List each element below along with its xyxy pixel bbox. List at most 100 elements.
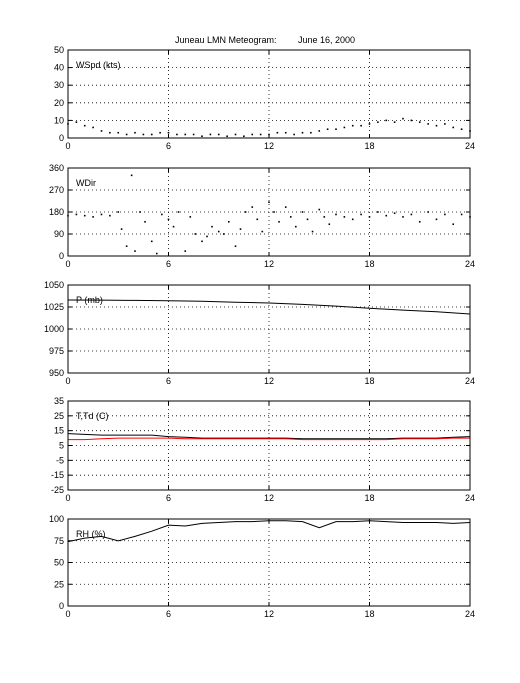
plot-frame	[67, 518, 471, 607]
y-tick-label: 25	[54, 411, 64, 421]
data-point	[228, 220, 230, 223]
panel-rh: 0 6 12 18 24 0 25 50 75 100 RH (%)	[49, 514, 475, 619]
y-tick-label: 1025	[44, 302, 64, 312]
data-point	[184, 133, 187, 136]
x-tick-label: 18	[364, 376, 374, 386]
y-tick-label: 1000	[44, 324, 64, 334]
data-point	[306, 218, 309, 221]
y-tick-label: 35	[54, 396, 64, 406]
data-point	[328, 223, 331, 226]
data-point	[243, 135, 245, 138]
data-point	[134, 250, 136, 252]
panel-p-mb: 0 6 12 18 24 950 975 1000 1025 1050 P (mb)	[44, 280, 475, 386]
panel-label: WSpd (kts)	[76, 60, 121, 70]
data-point	[310, 131, 312, 134]
data-point	[460, 128, 463, 130]
series-0	[67, 174, 471, 255]
y-tick-label: 5	[59, 441, 64, 451]
data-point	[273, 211, 275, 213]
data-point	[318, 130, 321, 132]
data-point	[206, 235, 208, 238]
data-point	[167, 218, 170, 221]
data-point	[452, 223, 455, 226]
data-point	[301, 211, 304, 213]
data-point	[284, 206, 287, 208]
y-tick-label: 100	[49, 514, 64, 524]
data-point	[335, 128, 337, 130]
data-point	[234, 245, 237, 248]
panel-wdir: 0 6 12 18 24 0 90 180 270 360 WDir	[49, 163, 475, 269]
data-point	[184, 250, 187, 252]
data-point	[256, 218, 259, 221]
data-point	[295, 225, 297, 228]
data-point	[222, 233, 225, 235]
data-point	[161, 213, 163, 216]
x-tick-label: 24	[465, 259, 475, 269]
data-point	[189, 216, 192, 218]
data-point	[217, 133, 220, 136]
data-point	[244, 211, 247, 213]
data-point	[289, 216, 292, 218]
data-point	[167, 131, 170, 134]
data-point	[377, 211, 379, 213]
y-tick-label: 180	[49, 207, 64, 217]
data-point	[444, 213, 446, 216]
y-tick-label: -5	[56, 455, 64, 465]
data-point	[278, 220, 280, 223]
data-point	[92, 126, 94, 129]
data-point	[139, 211, 141, 213]
x-tick-label: 18	[364, 141, 374, 151]
x-tick-label: 0	[65, 609, 70, 619]
data-point	[427, 123, 429, 125]
x-tick-label: 6	[166, 493, 171, 503]
x-tick-label: 18	[364, 259, 374, 269]
data-point	[251, 206, 254, 208]
data-point	[410, 119, 413, 122]
data-point	[393, 212, 396, 215]
y-tick-label: 75	[54, 536, 64, 546]
y-tick-label: 950	[49, 368, 64, 378]
y-tick-label: 0	[59, 133, 64, 143]
data-point	[201, 240, 203, 243]
x-tick-label: 24	[465, 376, 475, 386]
y-tick-label: 1050	[44, 280, 64, 290]
panel-t-td-c: 0 6 12 18 24 -25 -15 -5 5 15 25 35 T,Td (C)	[51, 396, 475, 503]
panel-wspd-kts: 0 6 12 18 24 0 10 20 30 40 50 WSpd (kts)	[54, 45, 475, 151]
y-tick-label: 50	[54, 558, 64, 568]
data-point	[217, 230, 220, 233]
data-point	[452, 126, 455, 129]
series-line-0	[67, 520, 471, 543]
data-point	[435, 124, 438, 127]
y-tick-label: 0	[59, 251, 64, 261]
x-tick-label: 18	[364, 609, 374, 619]
data-point	[418, 220, 421, 223]
data-point	[100, 130, 103, 132]
data-point	[368, 216, 371, 218]
data-point	[385, 214, 388, 217]
chart-date: June 16, 2000	[298, 35, 355, 45]
data-point	[326, 128, 329, 130]
data-point	[125, 245, 128, 248]
data-point	[117, 211, 120, 213]
data-point	[125, 133, 128, 136]
x-tick-label: 0	[65, 141, 70, 151]
series-line-1	[68, 437, 470, 441]
panel-label: RH (%)	[76, 529, 106, 539]
y-tick-label: 50	[54, 45, 64, 55]
x-tick-label: 0	[65, 493, 70, 503]
x-tick-label: 0	[65, 259, 70, 269]
plot-frame	[67, 284, 471, 374]
data-point	[410, 213, 413, 216]
y-tick-label: 15	[54, 426, 64, 436]
data-point	[368, 123, 371, 125]
data-point	[427, 211, 429, 213]
data-point	[318, 208, 321, 211]
y-tick-label: 360	[49, 163, 64, 173]
data-point	[444, 123, 446, 125]
data-point	[194, 233, 197, 235]
x-tick-label: 12	[264, 141, 274, 151]
data-point	[393, 121, 396, 123]
data-point	[100, 213, 103, 216]
data-point	[377, 121, 379, 123]
